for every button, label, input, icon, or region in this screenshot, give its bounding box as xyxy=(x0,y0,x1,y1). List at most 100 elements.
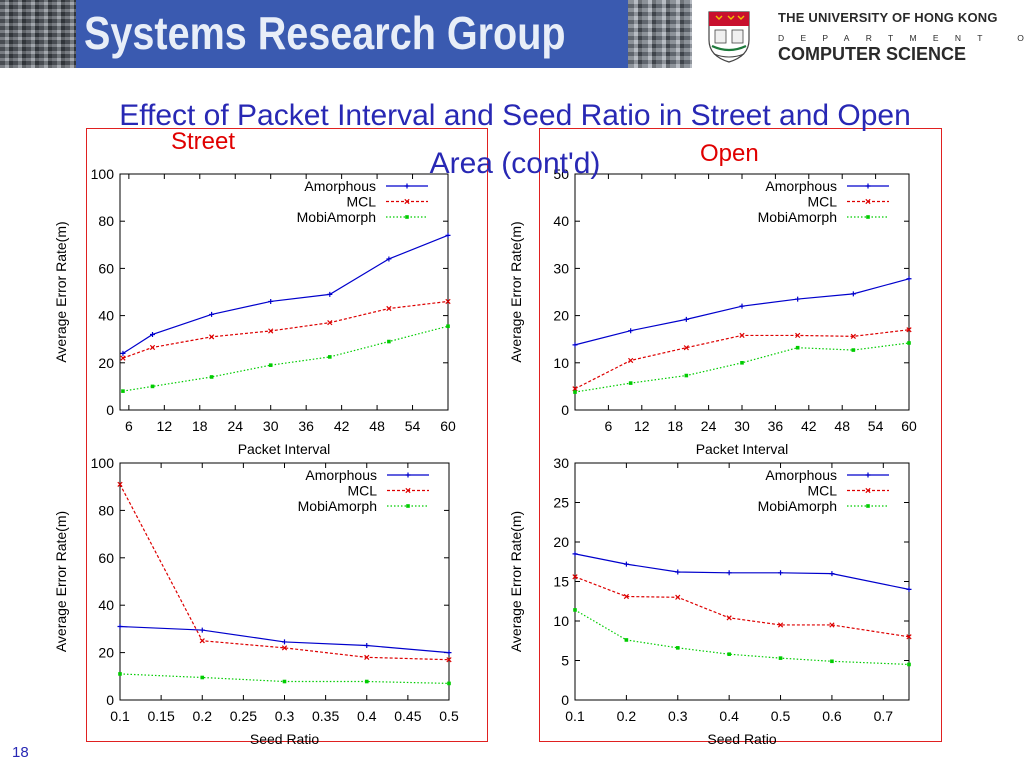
y-tick-label: 80 xyxy=(98,213,114,229)
data-point-mcl xyxy=(364,654,370,660)
legend-entry-amorphous: Amorphous xyxy=(765,178,837,194)
x-axis-label: Seed Ratio xyxy=(707,731,776,747)
data-point-mobiamorph xyxy=(118,672,122,676)
data-point-amorphous xyxy=(906,276,912,282)
data-point-amorphous xyxy=(446,650,452,656)
data-point-mcl xyxy=(829,622,835,628)
x-tick-label: 54 xyxy=(405,418,421,434)
x-tick-label: 6 xyxy=(125,418,133,434)
data-point-mobiamorph xyxy=(907,662,911,667)
legend-marker-mcl xyxy=(405,487,411,494)
data-point-amorphous xyxy=(628,328,634,334)
data-point-amorphous xyxy=(795,296,801,302)
y-axis-label: Average Error Rate(m) xyxy=(53,511,69,652)
data-point-amorphous xyxy=(572,551,578,557)
y-tick-label: 100 xyxy=(91,455,115,471)
x-axis-label: Packet Interval xyxy=(696,441,789,457)
x-tick-label: 24 xyxy=(227,418,243,434)
x-tick-label: 0.1 xyxy=(565,708,585,724)
y-tick-label: 30 xyxy=(553,260,569,276)
data-point-mcl xyxy=(268,328,274,334)
data-point-mcl xyxy=(739,332,745,339)
x-tick-label: 0.15 xyxy=(148,708,175,724)
data-point-mcl xyxy=(149,344,156,351)
x-tick-label: 48 xyxy=(369,418,385,434)
street-label: Street xyxy=(171,128,236,155)
legend-marker-amorphous xyxy=(865,183,871,189)
data-point-amorphous xyxy=(120,350,126,356)
data-point-mobiamorph xyxy=(200,675,205,680)
x-tick-label: 6 xyxy=(605,418,613,434)
legend-entry-mobiamorph: MobiAmorph xyxy=(758,209,837,225)
data-point-mcl xyxy=(683,345,689,351)
legend-marker-amorphous xyxy=(865,472,871,478)
data-point-amorphous xyxy=(683,316,689,322)
x-tick-label: 12 xyxy=(634,418,650,434)
data-point-mcl xyxy=(726,615,732,621)
y-axis-label: Average Error Rate(m) xyxy=(53,221,69,362)
legend-entry-mobiamorph: MobiAmorph xyxy=(758,498,837,514)
series-line-mobiamorph xyxy=(574,342,910,393)
data-point-amorphous xyxy=(199,627,205,633)
y-tick-label: 10 xyxy=(553,613,569,629)
slide-number: 18 xyxy=(12,744,29,761)
data-point-amorphous xyxy=(268,298,274,304)
x-axis-label: Packet Interval xyxy=(238,441,331,457)
series-line-amorphous xyxy=(122,234,449,354)
data-point-mobiamorph xyxy=(684,373,689,378)
data-point-mobiamorph xyxy=(573,608,577,612)
legend-marker-mobiamorph xyxy=(866,215,870,219)
data-point-mcl xyxy=(281,645,288,651)
plot-frame xyxy=(574,462,910,701)
data-point-amorphous xyxy=(675,569,681,575)
data-point-mcl xyxy=(795,332,801,339)
legend-marker-mcl xyxy=(865,198,871,205)
data-point-amorphous xyxy=(150,331,156,337)
data-point-mcl xyxy=(208,334,215,340)
data-point-mobiamorph xyxy=(447,681,451,686)
data-point-mcl xyxy=(623,593,630,600)
series-line-mcl xyxy=(122,300,449,359)
x-tick-label: 24 xyxy=(701,418,717,434)
data-point-mobiamorph xyxy=(282,679,287,684)
data-point-mcl xyxy=(572,574,578,580)
x-tick-label: 0.4 xyxy=(357,708,377,724)
data-point-mobiamorph xyxy=(907,341,911,345)
data-point-amorphous xyxy=(445,232,451,238)
legend-entry-mobiamorph: MobiAmorph xyxy=(298,498,377,514)
y-axis-label: Average Error Rate(m) xyxy=(508,511,524,652)
y-tick-label: 25 xyxy=(553,495,569,511)
legend-marker-amorphous xyxy=(405,472,411,478)
x-tick-label: 0.25 xyxy=(230,708,257,724)
chart-3: 0 20 40 60 80 100 0.1 0.15 0.2 0.25 0.3 0.35 0.4 0.45… xyxy=(53,455,459,747)
data-point-mobiamorph xyxy=(778,656,783,660)
plot-frame xyxy=(119,462,450,701)
y-tick-label: 15 xyxy=(553,574,569,590)
data-point-mcl xyxy=(572,386,578,392)
x-tick-label: 18 xyxy=(667,418,683,434)
x-axis-label: Seed Ratio xyxy=(250,731,319,747)
x-tick-label: 54 xyxy=(868,418,884,434)
data-point-amorphous xyxy=(572,342,578,348)
data-point-mcl xyxy=(446,657,452,663)
department-word: DEPARTMENT OF xyxy=(778,33,1024,43)
data-point-amorphous xyxy=(906,586,912,592)
data-point-mobiamorph xyxy=(150,384,155,389)
chart-4: 0 5 10 15 20 25 30 0.1 0.2 0.3 0.4 0.5 0.6 0.7 Seed Ra… xyxy=(508,455,912,747)
x-tick-label: 0.3 xyxy=(275,708,295,724)
y-tick-label: 0 xyxy=(561,402,569,418)
legend-marker-mobiamorph xyxy=(406,504,410,508)
x-tick-label: 12 xyxy=(157,418,173,434)
legend-marker-mobiamorph xyxy=(405,215,409,219)
data-point-mobiamorph xyxy=(675,646,680,650)
data-point-amorphous xyxy=(726,570,732,576)
x-tick-label: 0.4 xyxy=(719,708,739,724)
legend-entry-mcl: MCL xyxy=(807,483,837,499)
banner xyxy=(76,0,628,68)
data-point-mcl xyxy=(628,357,634,364)
y-tick-label: 0 xyxy=(106,692,114,708)
x-tick-label: 0.7 xyxy=(874,708,894,724)
data-point-mobiamorph xyxy=(795,345,800,350)
series-line-mobiamorph xyxy=(122,325,449,392)
data-point-mcl xyxy=(386,305,392,312)
